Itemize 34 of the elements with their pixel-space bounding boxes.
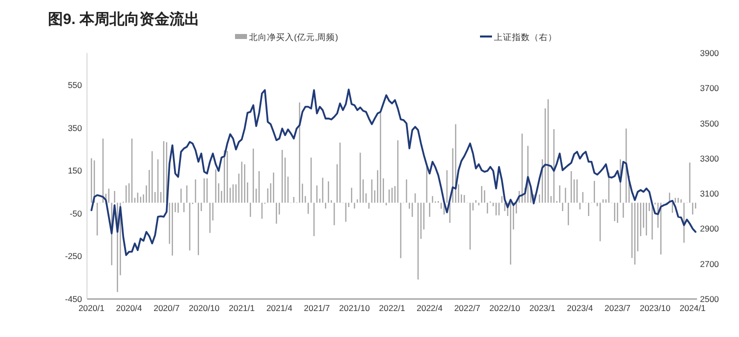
y-tick-label: 150 [68,166,82,176]
x-tick-label: 2022/1 [379,303,406,313]
x-tick-label: 2021/10 [339,303,370,313]
x-tick-label: 2022/10 [489,303,520,313]
y2-tick-label: 2700 [700,258,720,269]
legend-label: 上证指数（右） [494,32,557,42]
x-tick-label: 2020/7 [154,303,180,313]
x-tick-label: 2021/7 [304,303,330,313]
x-tick-label: 2021/1 [228,303,256,313]
y2-tick-label: 2500 [700,294,720,304]
y2-tick-label: 3900 [700,48,720,58]
y2-tick-label: 3700 [700,83,720,94]
y2-tick-label: 3300 [700,153,720,164]
x-tick-label: 2023/4 [566,303,594,313]
y-tick-label: 550 [68,80,82,90]
x-tick-label: 2022/7 [454,303,480,313]
y-tick-label: -50 [70,208,82,218]
x-tick-label: 2023/10 [640,303,671,313]
y-tick-label: -450 [64,294,82,304]
x-tick-label: 2021/4 [266,303,293,313]
chart-title: 图9. 本周北向资金流出 [48,10,200,28]
x-tick-label: 2023/1 [529,303,556,313]
y2-tick-label: 3500 [700,118,720,128]
y-tick-label: -250 [64,251,82,262]
y2-tick-label: 2900 [700,224,720,234]
x-tick-label: 2024/1 [680,303,706,313]
y2-tick-label: 3100 [700,188,720,199]
x-tick-label: 2020/4 [116,303,142,313]
y-tick-label: 350 [68,122,82,133]
x-tick-label: 2023/7 [604,303,631,313]
legend-label: 北向净买入(亿元,周频) [249,32,338,42]
x-tick-label: 2022/4 [416,303,443,313]
x-tick-label: 2020/1 [78,303,105,313]
x-tick-label: 2020/10 [188,303,220,313]
